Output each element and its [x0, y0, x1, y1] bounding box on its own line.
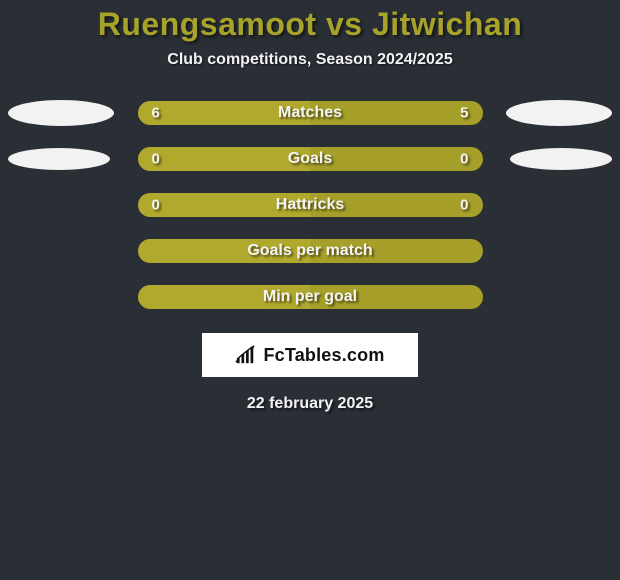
- stat-bar: Hattricks 0 0: [138, 193, 483, 217]
- stat-value-left: 0: [152, 197, 160, 214]
- stat-value-right: 0: [460, 197, 468, 214]
- comparison-card: Ruengsamoot vs Jitwichan Club competitio…: [0, 0, 620, 413]
- stat-value-left: 0: [152, 151, 160, 168]
- player-ellipse-left: [8, 148, 110, 170]
- stat-row: Hattricks 0 0: [0, 193, 620, 217]
- stat-bar: Goals per match: [138, 239, 483, 263]
- stat-label: Hattricks: [276, 196, 344, 214]
- stat-value-right: 0: [460, 151, 468, 168]
- stat-row: Goals 0 0: [0, 147, 620, 171]
- player-ellipse-right: [506, 100, 612, 126]
- subtitle: Club competitions, Season 2024/2025: [167, 51, 452, 69]
- brand-badge[interactable]: FcTables.com: [202, 333, 418, 377]
- bar-chart-icon: [235, 345, 257, 365]
- stat-value-left: 6: [152, 105, 160, 122]
- stat-row: Goals per match: [0, 239, 620, 263]
- stat-label: Min per goal: [263, 288, 357, 306]
- stat-bar: Goals 0 0: [138, 147, 483, 171]
- player-ellipse-left: [8, 100, 114, 126]
- stat-label: Matches: [278, 104, 342, 122]
- stat-bar: Matches 6 5: [138, 101, 483, 125]
- brand-text: FcTables.com: [263, 345, 384, 366]
- stat-row: Matches 6 5: [0, 101, 620, 125]
- stat-label: Goals per match: [247, 242, 372, 260]
- stats-list: Matches 6 5 Goals 0 0 Hattricks 0 0 Goals per mat…: [0, 101, 620, 309]
- stat-bar: Min per goal: [138, 285, 483, 309]
- page-title: Ruengsamoot vs Jitwichan: [98, 6, 523, 43]
- player-ellipse-right: [510, 148, 612, 170]
- stat-label: Goals: [288, 150, 332, 168]
- stat-row: Min per goal: [0, 285, 620, 309]
- date-label: 22 february 2025: [247, 395, 373, 413]
- stat-value-right: 5: [460, 105, 468, 122]
- bar-right: [310, 147, 483, 171]
- bar-left: [138, 147, 311, 171]
